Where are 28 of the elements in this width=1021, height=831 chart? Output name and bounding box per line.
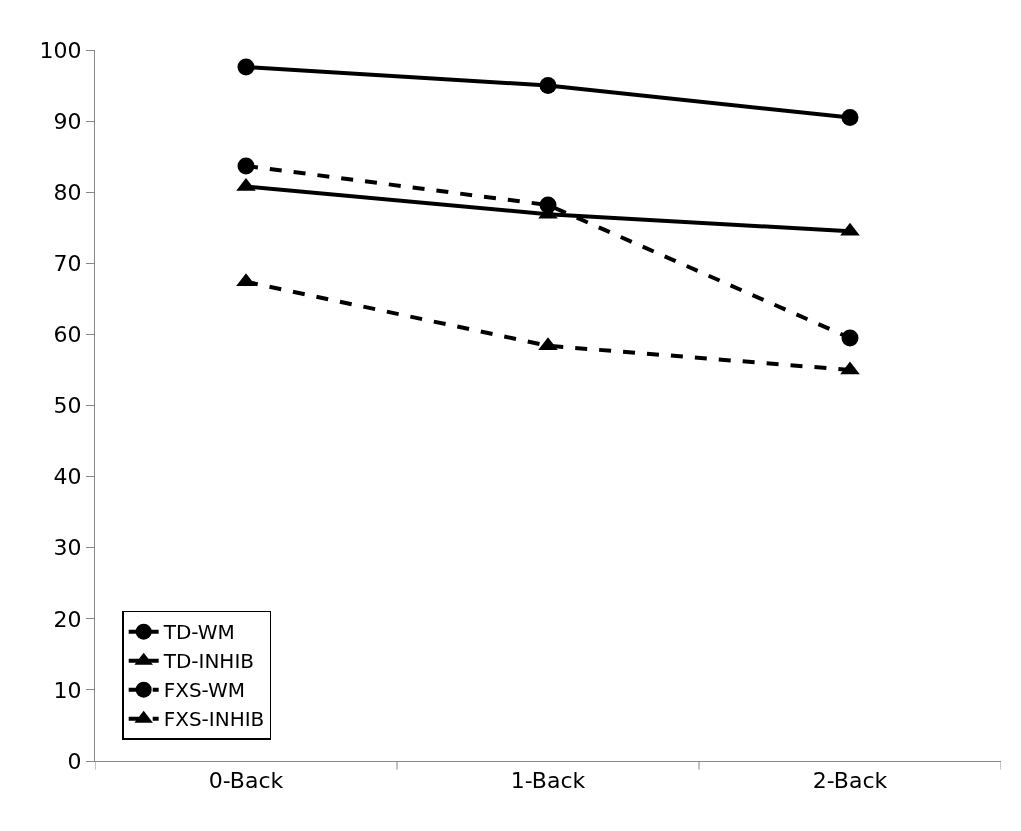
point xyxy=(539,196,557,214)
y-tick-label: 40 xyxy=(53,464,82,490)
point xyxy=(539,77,557,95)
y-tick-label: 60 xyxy=(53,322,82,348)
point xyxy=(841,109,859,127)
legend-label: TD-INHIB xyxy=(162,649,255,674)
y-tick-label: 70 xyxy=(53,251,82,276)
legend-label: FXS-INHIB xyxy=(163,707,265,732)
y-tick-label: 0 xyxy=(67,748,82,774)
legend-label: TD-WM xyxy=(162,620,235,645)
point xyxy=(236,273,256,287)
y-tick-label: 90 xyxy=(53,108,82,134)
point xyxy=(237,157,255,175)
point xyxy=(840,222,860,236)
y-tick-label: 100 xyxy=(39,37,82,63)
x-tick-label: 1-Back xyxy=(510,768,586,794)
y-tick-label: 10 xyxy=(53,677,82,703)
point xyxy=(840,361,860,375)
x-tick-label: 2-Back xyxy=(812,768,888,794)
point xyxy=(841,329,859,347)
y-tick-label: 30 xyxy=(53,535,82,561)
legend-label: FXS-WM xyxy=(163,678,246,703)
y-tick-label: 20 xyxy=(53,606,82,632)
y-tick-label: 50 xyxy=(53,393,82,419)
y-tick-label: 80 xyxy=(53,179,82,205)
point xyxy=(538,337,558,351)
x-tick-label: 0-Back xyxy=(208,768,284,794)
point xyxy=(237,58,255,76)
